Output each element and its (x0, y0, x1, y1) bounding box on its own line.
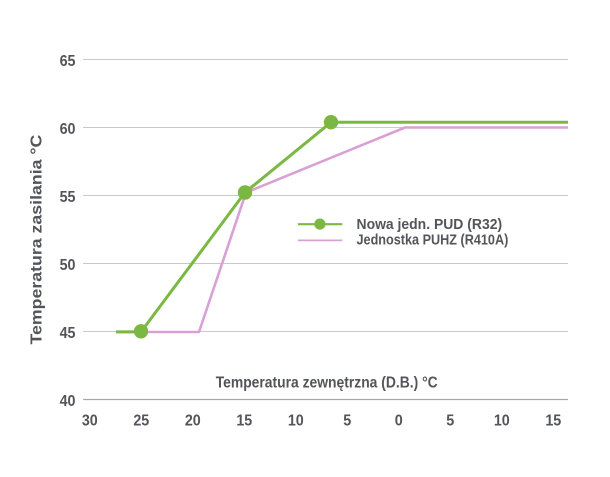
svg-text:30: 30 (82, 413, 98, 430)
svg-text:50: 50 (60, 257, 76, 274)
svg-text:Temperatura zewnętrzna (D.B.): Temperatura zewnętrzna (D.B.) °C (216, 375, 438, 392)
svg-text:60: 60 (60, 121, 76, 138)
svg-text:55: 55 (60, 189, 76, 206)
svg-text:5: 5 (446, 413, 454, 430)
svg-text:25: 25 (133, 413, 149, 430)
svg-text:10: 10 (288, 413, 304, 430)
svg-text:10: 10 (494, 413, 510, 430)
svg-text:Temperatura zasilania °C: Temperatura zasilania °C (29, 134, 46, 344)
svg-text:40: 40 (60, 393, 76, 410)
svg-text:65: 65 (60, 53, 76, 70)
svg-text:20: 20 (185, 413, 201, 430)
svg-text:15: 15 (236, 413, 252, 430)
svg-text:15: 15 (545, 413, 561, 430)
svg-text:Jednostka PUHZ (R410A): Jednostka PUHZ (R410A) (357, 231, 509, 248)
svg-text:Nowa jedn. PUD (R32): Nowa jedn. PUD (R32) (357, 216, 503, 233)
svg-text:0: 0 (395, 413, 403, 430)
svg-text:45: 45 (60, 325, 76, 342)
svg-text:5: 5 (343, 413, 351, 430)
